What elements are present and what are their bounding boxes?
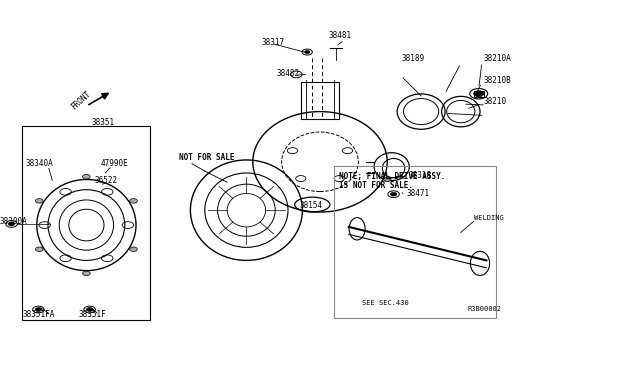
Circle shape xyxy=(383,177,391,182)
Text: 38471: 38471 xyxy=(406,189,429,198)
Text: 38351: 38351 xyxy=(92,118,115,126)
Text: NOTE; FINAL DRIVE ASSY.: NOTE; FINAL DRIVE ASSY. xyxy=(339,171,445,180)
Text: 38481: 38481 xyxy=(328,31,351,40)
Bar xyxy=(301,82,339,119)
Text: NOT FOR SALE: NOT FOR SALE xyxy=(179,153,235,162)
Text: 38154: 38154 xyxy=(300,201,323,210)
Text: 38210A: 38210A xyxy=(483,54,511,63)
Circle shape xyxy=(474,91,484,97)
Circle shape xyxy=(35,247,43,251)
Circle shape xyxy=(86,308,93,311)
Circle shape xyxy=(130,247,138,251)
Text: 38300A: 38300A xyxy=(0,217,28,226)
Text: R3B00002: R3B00002 xyxy=(467,306,501,312)
Circle shape xyxy=(390,192,397,196)
Bar xyxy=(22,126,150,320)
Bar xyxy=(474,91,484,97)
Circle shape xyxy=(130,199,138,203)
Circle shape xyxy=(305,51,310,54)
Text: 47990E: 47990E xyxy=(100,158,128,167)
Text: 38340A: 38340A xyxy=(26,158,53,167)
Circle shape xyxy=(35,308,42,311)
Text: IS NOT FOR SALE.: IS NOT FOR SALE. xyxy=(339,181,413,190)
Bar xyxy=(334,166,496,318)
Text: 38318: 38318 xyxy=(408,171,431,180)
Circle shape xyxy=(83,271,90,276)
Text: 38351F: 38351F xyxy=(78,310,106,319)
Text: FRONT: FRONT xyxy=(69,89,92,112)
Text: WELDING: WELDING xyxy=(474,215,503,221)
Text: 38351FA: 38351FA xyxy=(22,310,55,319)
Text: 36522: 36522 xyxy=(95,176,118,185)
Text: 38482: 38482 xyxy=(276,69,300,78)
Text: 38210B: 38210B xyxy=(483,76,511,84)
Text: 38317: 38317 xyxy=(261,38,284,46)
Circle shape xyxy=(8,222,15,226)
Text: 38210: 38210 xyxy=(483,97,506,106)
Text: SEE SEC.430: SEE SEC.430 xyxy=(362,300,408,306)
Circle shape xyxy=(83,174,90,179)
Circle shape xyxy=(35,199,43,203)
Text: 38189: 38189 xyxy=(402,54,425,63)
